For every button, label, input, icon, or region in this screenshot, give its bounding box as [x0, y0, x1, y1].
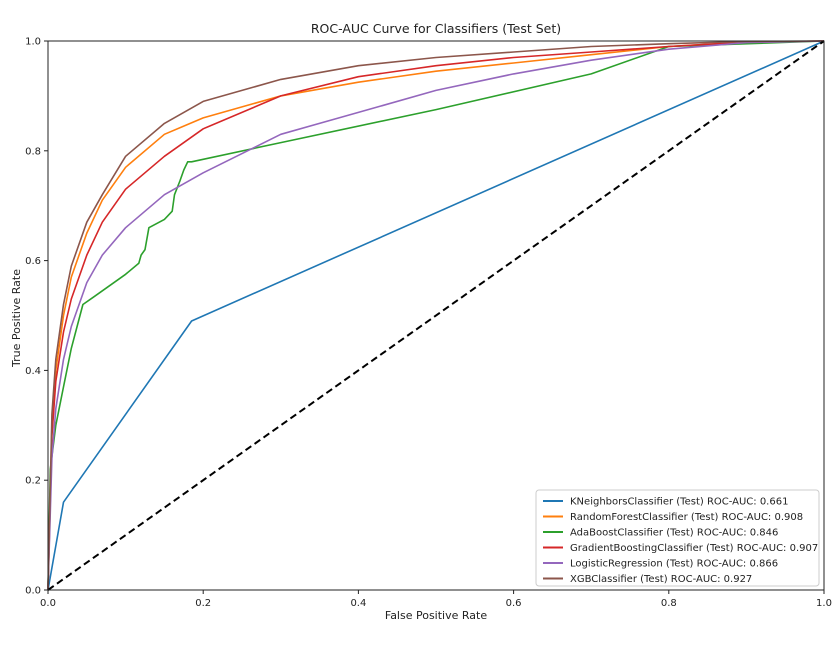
y-tick-label: 0.2: [25, 476, 41, 487]
x-axis-label: False Positive Rate: [385, 609, 487, 622]
axes-layer: 0.0 0.2 0.4 0.6 0.8 1.0 0.0 0.2 0.4 0.6 0.8 1.0: [25, 37, 832, 610]
axes-frame: [47, 40, 825, 591]
y-tick-label: 0.8: [25, 146, 41, 157]
legend: KNeighborsClassifier (Test) ROC-AUC: 0.6…: [535, 489, 820, 587]
plot-area: 0.0 0.2 0.4 0.6 0.8 1.0 0.0 0.2 0.4 0.6 0.8 1.0 KNe…: [25, 37, 832, 610]
reference-diagonal-line: [47, 40, 825, 591]
series-line-4: [47, 40, 825, 591]
x-tick-label: 1.0: [816, 598, 832, 609]
series-line-2: [47, 40, 825, 591]
x-tick-label: 0.6: [506, 598, 522, 609]
y-tick-label: 0.6: [25, 256, 41, 267]
x-tick-label: 0.0: [40, 598, 56, 609]
y-tick-label: 1.0: [25, 37, 41, 48]
x-tick-label: 0.4: [350, 598, 366, 609]
series-line-0: [47, 40, 825, 591]
series-line-3: [47, 40, 825, 591]
legend-box: [535, 489, 820, 587]
series-line-1: [47, 40, 825, 591]
chart-title: ROC-AUC Curve for Classifiers (Test Set): [311, 21, 561, 36]
x-tick-label: 0.8: [661, 598, 677, 609]
legend-entry-3: GradientBoostingClassifier (Test) ROC-AU…: [570, 543, 818, 554]
series-line-5: [47, 40, 825, 591]
legend-entry-1: RandomForestClassifier (Test) ROC-AUC: 0…: [570, 512, 803, 523]
legend-entry-4: LogisticRegression (Test) ROC-AUC: 0.866: [570, 559, 778, 570]
x-tick-label: 0.2: [195, 598, 211, 609]
y-axis-label: True Positive Rate: [10, 269, 23, 368]
legend-entry-5: XGBClassifier (Test) ROC-AUC: 0.927: [570, 574, 752, 585]
legend-entry-0: KNeighborsClassifier (Test) ROC-AUC: 0.6…: [570, 497, 788, 508]
y-tick-label: 0.4: [25, 366, 41, 377]
series-layer: [47, 40, 825, 591]
y-tick-label: 0.0: [25, 586, 41, 597]
legend-entry-2: AdaBoostClassifier (Test) ROC-AUC: 0.846: [570, 528, 778, 539]
